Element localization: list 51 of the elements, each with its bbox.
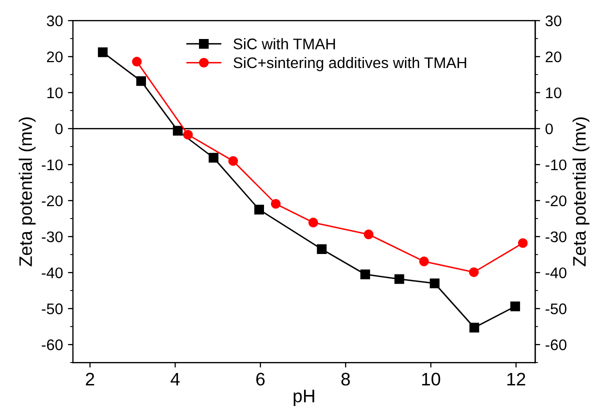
point xyxy=(469,322,480,333)
y-tick-label: -60 xyxy=(42,339,63,350)
y2-tick-label: -50 xyxy=(546,303,566,314)
y2-tick-label: 20 xyxy=(546,51,562,62)
y-tick-label: 20 xyxy=(47,51,63,62)
y2-tick-label: -20 xyxy=(546,195,566,206)
point xyxy=(254,204,264,214)
y2-tick-label: 10 xyxy=(546,87,562,98)
y-tick-label: 0 xyxy=(55,123,63,134)
x-tick-label: 6 xyxy=(256,372,265,386)
point xyxy=(510,302,520,312)
point xyxy=(308,218,318,228)
y2-tick-label: 0 xyxy=(546,123,553,134)
point xyxy=(208,152,218,163)
y2-tick-label: -40 xyxy=(546,267,566,278)
x-axis-title: pH xyxy=(294,390,314,406)
x-tick-label: 10 xyxy=(422,372,440,386)
point xyxy=(364,230,374,240)
y-tick-label: -20 xyxy=(42,195,63,206)
y-tick-label: -30 xyxy=(42,231,63,242)
point xyxy=(228,156,238,166)
x-tick-label: 12 xyxy=(507,372,526,386)
point xyxy=(430,278,440,288)
point xyxy=(316,244,327,254)
point xyxy=(394,274,404,284)
point xyxy=(172,126,183,136)
y-tick-label: 10 xyxy=(47,87,63,98)
point xyxy=(136,76,146,86)
y2-tick-label: -30 xyxy=(546,231,566,242)
point xyxy=(419,256,429,266)
point xyxy=(518,238,528,248)
legend-label: SiC with TMAH xyxy=(234,38,335,50)
y2-axis-title: Zeta potential (mv) xyxy=(572,117,590,266)
y-tick-label: -50 xyxy=(42,303,63,314)
x-tick-label: 8 xyxy=(341,372,350,386)
y2-tick-label: -10 xyxy=(546,159,566,170)
y-tick-label: 30 xyxy=(46,15,63,26)
point xyxy=(270,198,281,209)
point xyxy=(183,130,193,140)
point xyxy=(98,47,108,58)
y-tick-label: -40 xyxy=(42,267,63,278)
point xyxy=(132,56,142,66)
y2-tick-label: 30 xyxy=(546,15,562,26)
y-axis-title: Zeta potential (mv) xyxy=(18,117,36,266)
y2-tick-label: -60 xyxy=(546,339,566,350)
point xyxy=(360,270,370,280)
point xyxy=(469,267,479,278)
x-tick-label: 2 xyxy=(86,372,94,386)
x-tick-label: 4 xyxy=(170,372,180,386)
y-tick-label: -10 xyxy=(42,159,63,170)
legend-label: SiC+sintering additives with TMAH xyxy=(234,56,466,72)
